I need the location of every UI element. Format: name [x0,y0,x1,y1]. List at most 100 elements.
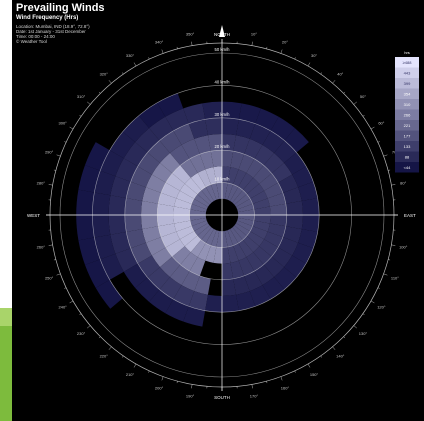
rose-cell [189,209,207,215]
rose-cell [222,294,239,313]
legend-label: 133 [404,144,411,149]
rose-cell [141,215,159,230]
compass-label-north: NORTH [214,32,230,37]
degree-tick [69,126,74,130]
rose-cell [141,200,159,215]
legend-swatch [395,57,419,68]
degree-tick [56,273,61,276]
rose-cell [190,217,207,227]
rose-cell [249,285,271,307]
rose-cell [78,165,101,193]
rose-cell [259,239,279,257]
angle-label: 280° [37,181,46,186]
rose-cell [274,140,297,163]
degree-tick [332,80,336,84]
rose-cell [278,237,299,256]
angle-label: 50° [360,94,366,99]
rose-cell [271,247,293,268]
rose-cell [233,135,250,155]
rose-cell [244,271,263,292]
degree-tick [148,370,150,373]
rose-cell [205,167,217,185]
angle-label: 240° [59,305,68,310]
rose-cell [202,101,222,120]
angle-label: 140° [336,353,345,358]
degree-tick [391,184,396,186]
rose-cell [232,190,247,205]
degree-tick [133,62,137,67]
legend-label: 177 [404,133,411,138]
rose-cell [147,140,170,163]
rose-cell [292,242,314,264]
rose-cell [157,215,175,227]
degree-tick [191,41,193,46]
rose-cell [110,176,131,199]
rose-cell [234,223,251,236]
chart-subtitle: Wind Frequency (Hrs) [16,15,79,21]
angle-label: 110° [391,275,399,280]
rose-cell [298,229,318,249]
degree-tick [133,363,137,368]
degree-tick [108,346,112,350]
legend-swatch [395,67,419,78]
legend-swatch [395,78,419,89]
degree-tick [294,370,296,373]
rose-cell [246,252,264,272]
rose-cell [246,158,264,178]
rose-cell [285,200,303,215]
rose-cell [264,231,283,248]
rose-cell [250,190,268,204]
angle-label: 330° [126,53,135,58]
degree-tick [388,169,391,171]
credit-text: © Weather Tool [16,39,47,44]
rose-cell [165,173,185,191]
angle-label: 40° [337,72,343,77]
angle-label: 340° [155,40,164,45]
rose-cell [194,275,211,295]
rose-cell [161,182,180,199]
rose-cell [222,246,231,264]
legend-label: 354 [404,91,411,96]
rose-cell [292,166,314,188]
rose-cell [124,198,143,215]
degree-tick [383,273,388,276]
rose-cell [233,243,247,261]
rose-cell [151,247,173,268]
legend-label: <44 [404,165,412,170]
rose-cell [188,291,208,311]
degree-tick [343,336,346,339]
rose-cell [126,229,146,249]
rose-cell [176,226,194,240]
degree-tick [53,169,56,171]
degree-tick [148,57,150,60]
degree-tick [176,46,178,49]
degree-tick [383,154,388,157]
degree-tick [48,244,53,246]
degree-tick [266,46,268,49]
rose-cell [138,102,166,129]
legend-label: 88 [405,154,410,159]
rose-cell [230,186,243,203]
rose-cell [244,138,263,159]
rose-cell [183,306,206,327]
rose-cell [194,135,211,155]
degree-tick [391,244,396,246]
legend-title: hrs [404,50,410,55]
legend-label: 266 [404,112,411,117]
angle-label: 130° [359,331,368,336]
angle-label: 80° [400,181,406,186]
rose-cell [165,299,189,322]
rose-cell [253,206,271,215]
compass-label-west: WEST [27,213,40,218]
rose-cell [84,142,110,171]
rose-cell [230,151,245,170]
rose-cell [227,229,239,246]
rose-cell [135,128,160,153]
degree-tick [191,384,193,389]
rose-cell [184,177,202,195]
rose-cell [108,195,127,215]
rose-cell [252,198,270,210]
rose-cell [157,203,175,215]
rose-cell [222,101,242,120]
degree-tick [87,101,91,105]
